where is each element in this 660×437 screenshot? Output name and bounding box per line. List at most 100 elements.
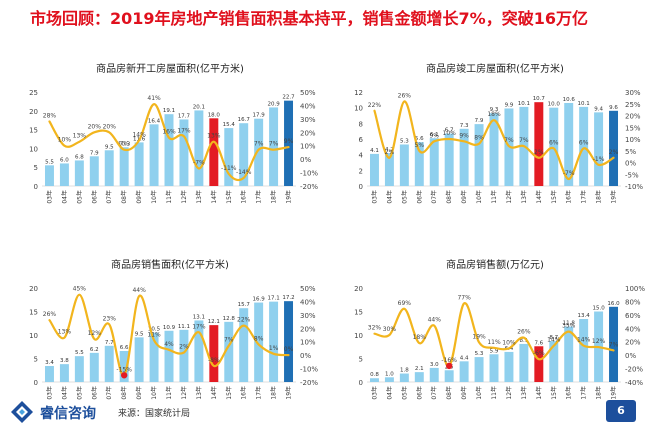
headline: 市场回顾：2019年房地产销售面积基本持平，销售金额增长7%，突破16万亿: [30, 9, 588, 28]
right-axis-tick: 50%: [300, 285, 316, 293]
growth-value-label: 7%: [224, 337, 234, 344]
page-number: 6: [606, 400, 636, 422]
bar-value-label: 10.1: [518, 101, 530, 107]
bar: [74, 160, 84, 186]
bar: [369, 153, 379, 186]
bar: [429, 367, 439, 382]
bar-value-label: 8.1: [520, 338, 529, 344]
category-label: 10年: [475, 386, 483, 400]
bar-value-label: 11.1: [178, 324, 190, 330]
chart-sales-amount: 商品房销售额(万亿元) 0 5 10 15 20 -40% -20% 0% 20% 40% 60% 80…: [335, 254, 655, 429]
right-axis-tick: -10%: [300, 366, 318, 374]
bar-value-label: 22.7: [282, 95, 295, 101]
growth-value-label: -16%: [441, 357, 457, 364]
bar: [594, 112, 604, 186]
growth-value-label: 14%: [132, 131, 146, 138]
category-label: 16年: [240, 190, 248, 204]
growth-value-label: 8%: [254, 335, 264, 342]
category-label: 05年: [75, 386, 83, 400]
growth-value-label: 10%: [502, 339, 516, 346]
category-label: 18年: [595, 386, 603, 400]
bar-value-label: 9.6: [609, 105, 618, 111]
growth-value-label: 26%: [398, 92, 412, 99]
right-axis-tick: 10%: [300, 339, 316, 347]
growth-value-label: 2%: [609, 149, 619, 156]
right-axis-tick: 0%: [300, 352, 311, 360]
bar: [209, 118, 219, 186]
growth-value-label: 8%: [474, 135, 484, 142]
growth-value-label: -1%: [593, 156, 605, 163]
right-axis-tick: 40%: [300, 298, 316, 306]
bar-value-label: 17.7: [178, 113, 191, 119]
growth-line: [48, 293, 290, 377]
category-label: 07年: [430, 190, 438, 204]
bar: [164, 114, 174, 186]
category-label: 18年: [595, 190, 603, 204]
category-label: 14年: [535, 190, 543, 204]
chart-title: 商品房竣工房屋面积(亿平方米): [426, 62, 564, 75]
bar: [134, 337, 144, 382]
right-axis-tick: -5%: [625, 171, 639, 179]
bar: [59, 163, 69, 186]
chart-svg-completed: 商品房竣工房屋面积(亿平方米) 0 2 4 6 8 10 12 -10% -5% 0% 5% 10% 15…: [354, 62, 643, 204]
category-label: 14年: [535, 386, 543, 400]
growth-value-label: 77%: [457, 294, 471, 301]
category-label: 12年: [180, 386, 188, 400]
bar: [254, 302, 264, 382]
growth-value-label: 5%: [415, 142, 425, 149]
right-axis-tick: -20%: [300, 379, 318, 387]
category-label: 03年: [46, 386, 54, 400]
category-label: 10年: [475, 190, 483, 204]
bar: [254, 118, 264, 186]
bar-value-label: 3.4: [45, 360, 54, 366]
growth-value-label: 7%: [519, 137, 529, 144]
bar-value-label: 7.9: [90, 150, 99, 156]
growth-value-label: 2%: [534, 149, 544, 156]
right-axis-tick: 5%: [625, 148, 636, 156]
bar-value-label: 16.7: [238, 117, 251, 123]
chart-new-construction-area: 商品房新开工房屋面积(亿平方米) 0 5 10 15 20 25 -20% -10% 0% 10% 2…: [10, 58, 330, 233]
bar-value-label: 0.8: [370, 372, 379, 378]
growth-value-label: 9%: [459, 132, 469, 139]
bar-value-label: 12.8: [223, 316, 236, 322]
left-axis-tick: 25: [29, 89, 38, 97]
chart-title: 商品房销售面积(亿平方米): [111, 258, 229, 271]
growth-value-label: 9%: [429, 132, 439, 139]
growth-marker-dot: [445, 362, 453, 370]
growth-value-label: 41%: [147, 95, 161, 102]
bar: [134, 142, 144, 186]
growth-line: [373, 100, 615, 181]
bar: [564, 326, 574, 382]
growth-value-label: 19%: [472, 333, 486, 340]
bar: [239, 123, 249, 186]
bar: [489, 113, 499, 186]
category-label: 03年: [371, 190, 379, 204]
growth-value-label: 35%: [562, 323, 576, 330]
left-axis-tick: 0: [359, 183, 363, 191]
right-axis-tick: 0%: [625, 160, 636, 168]
bar-value-label: 8.7: [549, 335, 558, 341]
category-label: 14年: [210, 386, 218, 400]
category-label: 15年: [225, 190, 233, 204]
bar-value-label: 20.9: [267, 101, 280, 107]
growth-value-label: 28%: [43, 113, 57, 120]
category-label: 04年: [385, 190, 393, 204]
brand-logo-icon: [11, 401, 33, 423]
bar-value-label: 19.1: [163, 108, 175, 114]
bar-value-label: 9.9: [505, 102, 514, 108]
bar: [429, 138, 439, 186]
right-axis-tick: 20%: [300, 129, 316, 137]
category-label: 09年: [135, 190, 143, 204]
category-label: 12年: [505, 190, 513, 204]
growth-value-label: 6%: [549, 139, 559, 146]
category-label: 15年: [550, 386, 558, 400]
growth-value-label: 7%: [609, 341, 619, 348]
left-axis-tick: 12: [354, 89, 363, 97]
growth-value-label: -6%: [533, 350, 545, 357]
bar-value-label: 10.1: [578, 101, 590, 107]
bar: [414, 142, 424, 186]
left-axis-tick: 2: [359, 167, 363, 175]
growth-value-label: -14%: [236, 169, 252, 176]
category-label: 16年: [565, 386, 573, 400]
category-label: 15年: [225, 386, 233, 400]
